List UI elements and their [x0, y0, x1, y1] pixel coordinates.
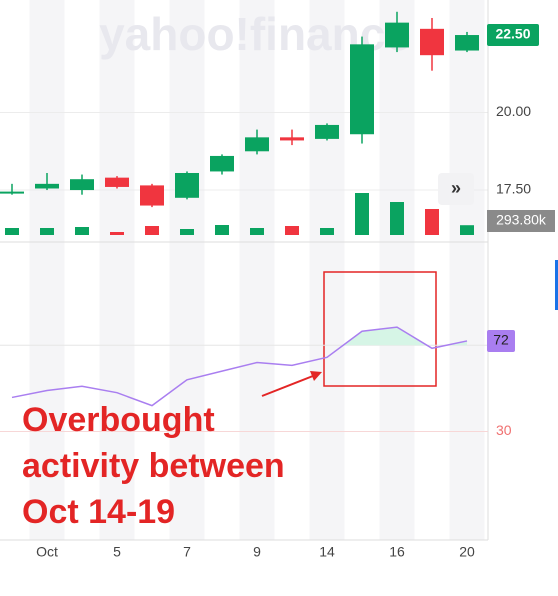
column-stripe — [169, 0, 205, 540]
x-tick-label: 16 — [389, 544, 405, 560]
volume-bar — [5, 228, 19, 235]
rsi-label: 72 — [493, 332, 509, 348]
volume-label-bg — [487, 210, 555, 232]
volume-bar — [285, 226, 299, 235]
candle-body — [350, 44, 374, 135]
price-label-bg — [487, 24, 539, 47]
candle-body — [420, 28, 444, 56]
candle-body — [175, 172, 199, 198]
x-tick-label: 20 — [459, 544, 475, 560]
column-stripe — [29, 0, 65, 540]
volume-bar — [355, 193, 369, 235]
highlight-box — [323, 271, 437, 387]
candle-body — [385, 22, 409, 48]
x-tick-label: 9 — [253, 544, 261, 560]
volume-bar — [180, 229, 194, 235]
x-tick-label: 7 — [183, 544, 191, 560]
candle-body — [455, 35, 479, 51]
annotation: activity between — [22, 447, 285, 485]
volume-bar — [75, 227, 89, 235]
volume-bar — [250, 228, 264, 235]
x-tick-label: Oct — [36, 544, 58, 560]
candle-body — [245, 137, 269, 152]
candle-body — [35, 183, 59, 189]
y-tick-label: 30 — [496, 422, 512, 438]
overbought-fill — [343, 327, 467, 346]
candle-body — [315, 124, 339, 139]
x-tick-label: 14 — [319, 544, 335, 560]
volume-label: 293.80k — [496, 212, 547, 228]
column-stripe — [449, 0, 485, 540]
candle-body — [105, 177, 129, 187]
candle-body — [140, 185, 164, 206]
column-stripe — [239, 0, 275, 540]
volume-bar — [110, 232, 124, 235]
candle-body — [70, 179, 94, 191]
background — [0, 0, 488, 540]
annotation: Overbought — [22, 401, 215, 439]
volume-bar — [215, 225, 229, 235]
arrow-head — [310, 371, 322, 381]
rsi-label-bg — [487, 329, 515, 352]
annotation: Oct 14-19 — [22, 493, 175, 531]
volume-bar — [425, 209, 439, 235]
column-stripe — [379, 0, 415, 540]
price-label: 22.50 — [495, 26, 530, 42]
arrow-line — [261, 373, 319, 397]
y-tick-label: 20.00 — [496, 103, 531, 119]
y-tick-label: 17.50 — [496, 181, 531, 197]
candle-body — [280, 137, 304, 141]
volume-bar — [460, 225, 474, 235]
column-stripe — [309, 0, 345, 540]
x-tick-label: 5 — [113, 544, 121, 560]
candle-body — [210, 155, 234, 172]
volume-bar — [40, 228, 54, 235]
column-stripe — [99, 0, 135, 540]
volume-bar — [145, 226, 159, 235]
rsi-line — [11, 326, 468, 407]
edge-element — [555, 260, 558, 310]
expand-icon: » — [451, 178, 461, 198]
candle-body — [0, 191, 24, 194]
volume-bar — [390, 202, 404, 235]
volume-bar — [320, 228, 334, 235]
expand-button[interactable] — [438, 173, 474, 205]
